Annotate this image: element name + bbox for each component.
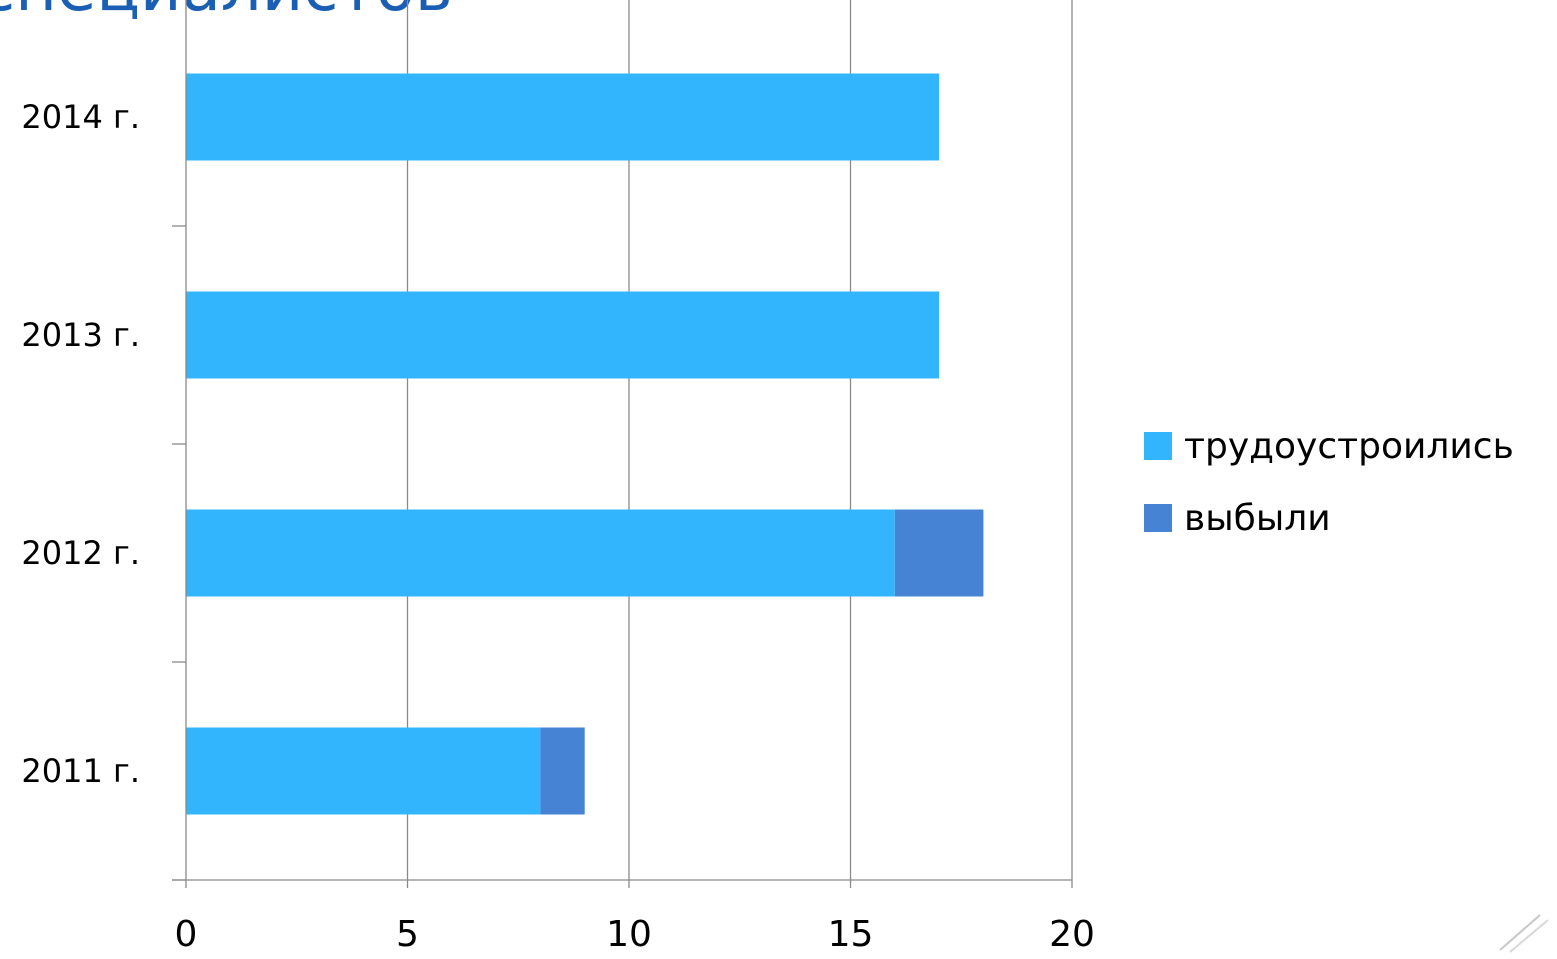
bar-employed-0 <box>186 727 541 815</box>
x-tick-label: 0 <box>175 914 198 955</box>
legend-label-dropped: выбыли <box>1184 498 1331 539</box>
x-tick-label: 15 <box>828 914 874 955</box>
y-category-label: 2014 г. <box>21 98 140 136</box>
legend-label-employed: трудоустроились <box>1184 426 1514 467</box>
legend-swatch-dropped <box>1144 504 1172 532</box>
legend-swatch-employed <box>1144 432 1172 460</box>
x-tick-label: 5 <box>396 914 419 955</box>
y-category-label: 2013 г. <box>21 316 140 354</box>
x-tick-label: 20 <box>1049 914 1095 955</box>
bar-dropped-0 <box>540 727 585 815</box>
bar-employed-1 <box>186 509 895 597</box>
bar-employed-3 <box>186 73 940 161</box>
bar-employed-2 <box>186 291 940 379</box>
y-category-label: 2011 г. <box>21 752 140 790</box>
chart-title-fragment: специалистов <box>0 0 453 26</box>
bars-layer <box>186 73 984 815</box>
legend: трудоустроились выбыли <box>1144 426 1514 539</box>
watermark-mark <box>1499 914 1549 953</box>
bar-dropped-1 <box>894 509 984 597</box>
axis-layer: 0 5 10 15 20 2011 г. 2012 г. 2013 г. 2014 г. <box>21 0 1095 955</box>
x-tick-label: 10 <box>606 914 652 955</box>
y-category-label: 2012 г. <box>21 534 140 572</box>
